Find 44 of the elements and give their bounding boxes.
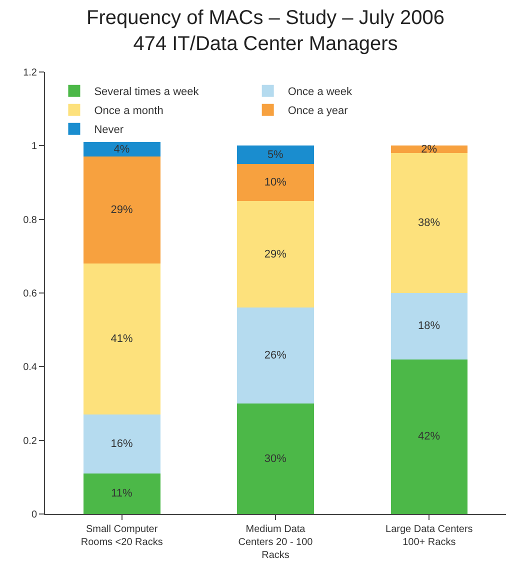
bar [237,200,314,308]
data-label: 2% [421,143,438,156]
bar [237,164,314,201]
data-label: 10% [264,176,287,188]
y-tick-label: 0.8 [23,214,38,226]
data-label: 16% [110,438,133,450]
bar [83,264,160,415]
bar [83,156,160,264]
bar [83,473,160,514]
bar [83,142,160,157]
y-tick-label: 0.4 [23,362,38,374]
data-label: 18% [418,320,440,332]
data-label: 30% [264,452,287,465]
bar [237,308,314,404]
bar [390,359,468,514]
legend-label: Several times a week [94,86,200,98]
data-label: 29% [110,204,133,216]
legend-label: Once a month [94,105,164,118]
bar [390,293,468,360]
y-tick-label: 0.6 [23,288,38,300]
y-tick-label: 0.2 [23,436,38,447]
y-tick-label: 0 [31,510,38,520]
bar [83,414,160,474]
data-label: 11% [111,488,133,500]
legend-label: Once a week [288,86,353,98]
y-tick-label: 1.2 [23,68,38,78]
x-tick-label: Medium Data Centers 20 - 100 Racks [238,524,314,561]
data-label: 26% [264,350,287,362]
x-tick-label: Small Computer Rooms <20 Racks [80,524,163,548]
bar [390,146,468,154]
data-label: 4% [114,143,130,156]
legend-label: Never [94,124,124,136]
legend-label: Once a year [288,105,348,118]
x-tick-label: Large Data Centers 100+ Racks [386,524,473,548]
data-label: 41% [110,333,133,346]
bar [237,146,314,164]
data-label: 42% [418,430,440,443]
data-label: 5% [267,148,284,161]
bar [390,153,468,293]
chart-title: Frequency of MACs – Study – July 2006 474 IT/Data Center Managers [86,7,444,55]
data-label: 29% [264,248,287,260]
bar [237,404,314,514]
data-label: 38% [418,217,440,230]
y-tick-label: 1 [31,141,38,152]
